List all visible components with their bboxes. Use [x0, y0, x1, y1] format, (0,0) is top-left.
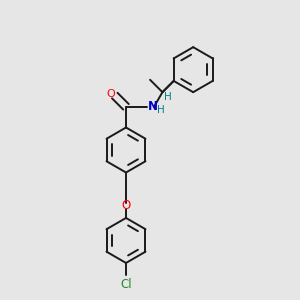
Text: N: N	[148, 100, 158, 113]
Text: Cl: Cl	[120, 278, 132, 291]
Text: O: O	[122, 199, 130, 212]
Text: O: O	[107, 89, 116, 99]
Text: H: H	[157, 105, 164, 116]
Text: H: H	[164, 92, 172, 102]
